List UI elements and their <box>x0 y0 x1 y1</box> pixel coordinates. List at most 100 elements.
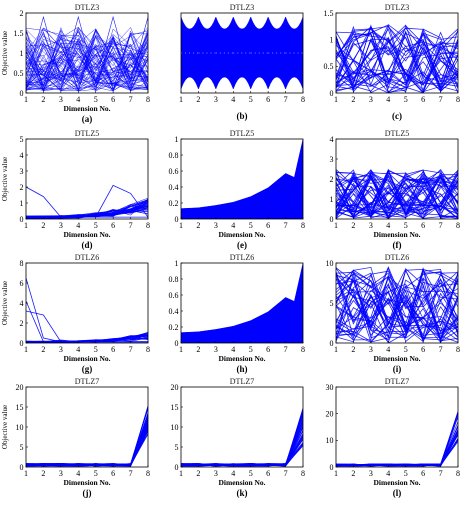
series-line <box>26 420 148 467</box>
x-tick-label: 2 <box>351 469 355 478</box>
axes-box <box>25 262 149 344</box>
series-line <box>336 426 458 467</box>
series-line <box>336 426 458 466</box>
x-axis-label: Dimension No. <box>218 354 265 363</box>
series-line <box>336 273 458 341</box>
x-tick-label: 3 <box>59 221 63 230</box>
y-tick-label: 0.5 <box>14 69 24 78</box>
x-tick-label: 6 <box>111 345 115 354</box>
series-line <box>336 433 458 467</box>
series-line <box>336 31 458 92</box>
x-tick-label: 3 <box>214 221 218 230</box>
panel-c: 1 2 3 4 5 6 7 8 0 0.5 1 1.5 DTLZ3 (c) <box>324 3 461 121</box>
series-line <box>26 48 148 92</box>
x-tick-label: 5 <box>94 469 98 478</box>
series-line <box>336 170 458 219</box>
y-tick-label: 0.4 <box>169 183 179 192</box>
series-line <box>336 171 458 218</box>
panel-title: DTLZ3 <box>385 3 409 12</box>
series-line <box>336 31 458 89</box>
axes-box <box>25 386 149 468</box>
series-line <box>181 438 303 467</box>
x-axis-label: Dimension No. <box>218 478 265 487</box>
y-tick-label: 5 <box>175 443 179 452</box>
series-line <box>181 435 303 467</box>
x-tick-label: 4 <box>386 221 390 230</box>
x-tick-label: 7 <box>439 345 443 354</box>
x-tick-label: 6 <box>111 221 115 230</box>
y-tick-label: 2 <box>20 319 24 328</box>
series-line <box>336 41 458 92</box>
x-tick-label: 8 <box>301 345 305 354</box>
y-tick-label: 1 <box>175 135 179 144</box>
x-tick-label: 8 <box>456 345 460 354</box>
panel-caption: (l) <box>393 488 402 498</box>
x-tick-label: 1 <box>334 95 338 104</box>
x-tick-label: 7 <box>129 469 133 478</box>
series-line <box>336 412 458 467</box>
y-tick-label: 10 <box>16 423 24 432</box>
y-tick-label: 4 <box>330 135 334 144</box>
y-tick-label: 1 <box>330 35 334 44</box>
y-tick-label: 2 <box>20 9 24 18</box>
series-line <box>26 426 148 466</box>
series-line <box>26 310 148 343</box>
x-tick-label: 1 <box>24 95 28 104</box>
series-lines <box>26 15 148 92</box>
panel-caption: (e) <box>237 240 247 250</box>
x-tick-label: 3 <box>369 345 373 354</box>
series-line <box>336 25 458 92</box>
panel-j: 1 2 3 4 5 6 7 8 0 5 10 15 20 DTLZ7 Dimension No. Object… <box>1 377 150 498</box>
x-tick-label: 4 <box>231 221 235 230</box>
panel-i: 1 2 3 4 5 6 7 8 0 5 10 DTLZ6 Dimension No.(i) <box>326 253 461 374</box>
x-tick-label: 3 <box>214 469 218 478</box>
series-line <box>26 418 148 467</box>
series-line <box>26 33 148 91</box>
series-line <box>336 25 458 93</box>
series-line <box>336 25 458 93</box>
series-line <box>26 408 148 467</box>
x-tick-label: 2 <box>196 345 200 354</box>
series-line <box>26 407 148 467</box>
x-tick-label: 1 <box>179 345 183 354</box>
series-line <box>336 182 458 219</box>
series-line <box>336 438 458 467</box>
panel-a: 1 2 3 4 5 6 7 8 0 0.5 1 1.5 2 DTLZ3 Dimension No. Objec… <box>1 3 150 124</box>
series-line <box>336 269 458 341</box>
x-tick-label: 8 <box>301 221 305 230</box>
x-tick-label: 4 <box>386 469 390 478</box>
x-tick-label: 5 <box>404 221 408 230</box>
x-tick-label: 6 <box>111 95 115 104</box>
panel-g: 1 2 3 4 5 6 7 8 0 2 4 6 8 DTLZ6 Dimension No. Objective… <box>1 253 150 374</box>
series-line <box>336 421 458 467</box>
series-line <box>181 443 303 467</box>
series-line <box>181 413 303 467</box>
panel-title: DTLZ5 <box>75 129 99 138</box>
x-tick-label: 8 <box>146 345 150 354</box>
series-line <box>336 413 458 467</box>
series-line <box>26 422 148 467</box>
series-line <box>26 423 148 467</box>
x-tick-label: 2 <box>41 221 45 230</box>
y-tick-label: 0 <box>20 463 24 472</box>
y-tick-label: 1 <box>175 259 179 268</box>
x-tick-label: 1 <box>179 95 183 104</box>
series-line <box>336 31 458 84</box>
series-line <box>336 276 458 343</box>
x-tick-label: 5 <box>404 345 408 354</box>
x-tick-label: 2 <box>351 95 355 104</box>
y-tick-label: 0.4 <box>169 307 179 316</box>
panel-caption: (i) <box>393 364 402 374</box>
x-tick-label: 8 <box>301 469 305 478</box>
series-line <box>336 277 458 339</box>
axes-box <box>180 12 304 94</box>
series-line <box>26 424 148 467</box>
series-lines <box>336 24 458 93</box>
series-line <box>26 30 148 83</box>
axes-box <box>25 138 149 220</box>
series-line <box>181 445 303 467</box>
x-tick-label: 5 <box>404 469 408 478</box>
series-line <box>181 409 303 467</box>
panel-title: DTLZ7 <box>385 377 409 386</box>
